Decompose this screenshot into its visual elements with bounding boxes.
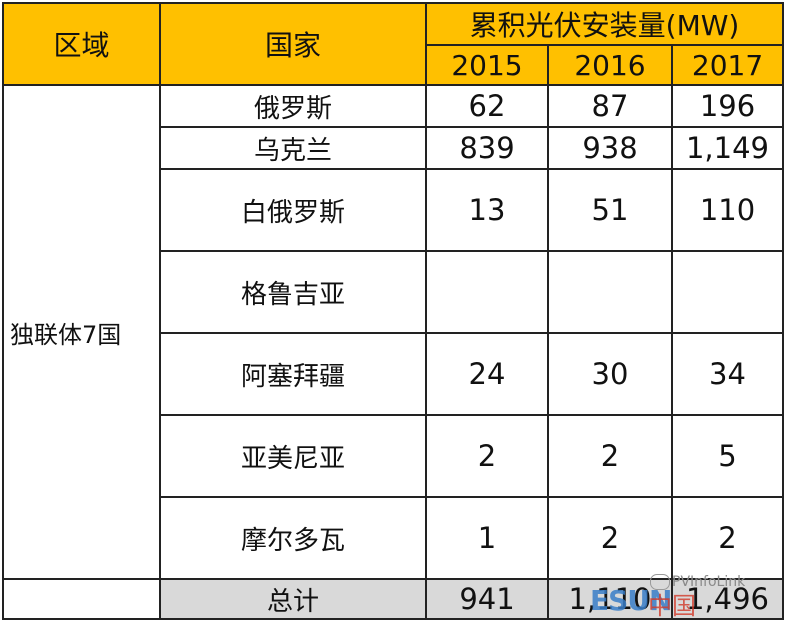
value-2016: 2 [547,414,673,498]
header-group-title: 累积光伏安装量(MW) [424,2,785,46]
header-year-2016: 2016 [547,44,673,86]
table-row: 摩尔多瓦 1 2 2 [3,496,785,580]
value-2017: 2 [670,496,785,580]
value-2016: 30 [547,332,673,416]
value-2015: 13 [425,168,549,252]
country-cell: 阿塞拜疆 [159,332,427,416]
value-2016: 938 [547,126,673,170]
total-label: 总计 [159,578,427,620]
value-2016: 2 [547,496,673,580]
header-region: 区域 [2,2,161,86]
table-row: 独联体7国 俄罗斯 62 87 196 [2,84,785,580]
country-cell: 亚美尼亚 [159,414,427,498]
value-2017: 5 [670,414,785,498]
header-year-2017: 2017 [670,44,785,86]
watermark-cn-logo: 中国 [648,592,696,620]
country-cell: 乌克兰 [159,126,427,170]
header-row-2: 2015 2016 2017 [3,44,785,86]
value-2016: 51 [547,168,673,252]
header-row-1: 区域 国家 累积光伏安装量(MW) [2,2,785,86]
value-2017: 110 [670,168,785,252]
chat-bubble-icon [650,574,670,590]
value-2015: 2 [425,414,549,498]
value-2015: 62 [425,84,549,128]
country-cell: 格鲁吉亚 [159,250,427,334]
country-cell: 摩尔多瓦 [159,496,427,580]
table-row: 亚美尼亚 2 2 5 [3,414,785,498]
country-cell: 白俄罗斯 [159,168,427,252]
value-2015: 1 [425,496,549,580]
value-2015: 839 [425,126,549,170]
country-cell: 俄罗斯 [159,84,427,128]
header-year-2015: 2015 [425,44,549,86]
value-2016 [547,250,673,334]
value-2016: 87 [547,84,673,128]
table-row: 乌克兰 839 938 1,149 [3,126,785,170]
value-2015 [425,250,549,334]
value-2017: 34 [670,332,785,416]
total-2017: 1,496 [670,578,785,620]
value-2017: 196 [670,84,785,128]
total-region-blank [2,578,161,620]
total-2015: 941 [425,578,549,620]
watermark-text: PVInfoLink [672,574,746,590]
pv-install-table: 区域 国家 累积光伏安装量(MW) 2015 2016 2017 独联体7国 俄… [2,2,785,620]
value-2017 [670,250,785,334]
region-cell: 独联体7国 [2,84,161,580]
value-2017: 1,149 [670,126,785,170]
value-2015: 24 [425,332,549,416]
table-row: 阿塞拜疆 24 30 34 [3,332,785,416]
table-row: 格鲁吉亚 [3,250,785,334]
watermark: ESUN 中国 PVInfoLink [590,574,800,620]
header-country: 国家 [159,2,427,86]
table-row: 白俄罗斯 13 51 110 [3,168,785,252]
